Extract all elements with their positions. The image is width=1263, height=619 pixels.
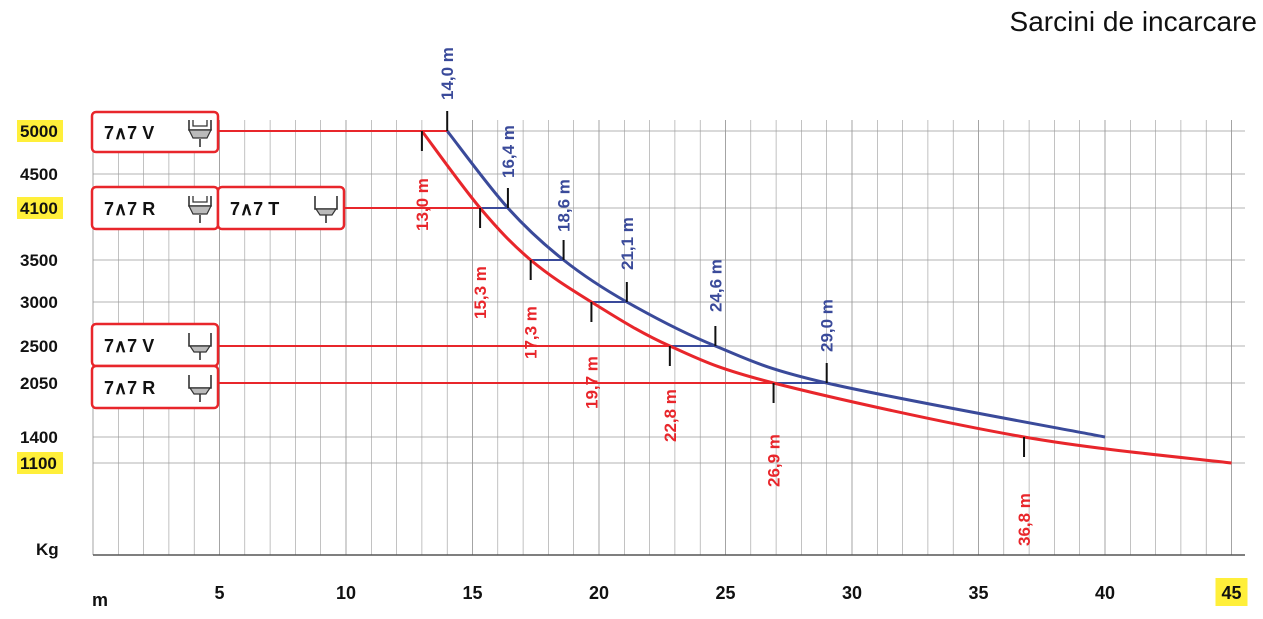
y-tick-label: 1100 [20,454,57,473]
config-label: 7∧7 R [104,378,155,398]
single-tire-icon [314,196,338,223]
x-tick-label: 5 [214,583,224,603]
inner-distance-label: 17,3 m [522,306,541,359]
tick-highlight [17,120,63,142]
outer-distance-label: 24,6 m [706,259,725,312]
x-tick-label: 40 [1095,583,1115,603]
config-box [90,110,220,154]
y-tick-label: 3000 [20,293,58,312]
tick-highlight [1215,578,1248,606]
tick-highlight [17,452,63,474]
double-tire-icon [188,120,212,147]
y-tick-label: 5000 [20,122,58,141]
y-tick-label: 4100 [20,199,58,218]
config-label: 7∧7 R [104,199,155,219]
outer-distance-label: 16,4 m [499,125,518,178]
inner-distance-label: 26,9 m [765,434,784,487]
inner-distance-label: 22,8 m [661,389,680,442]
double-tire-icon [188,196,212,223]
tick-highlight [17,197,63,219]
y-tick-label: 1400 [20,428,58,447]
y-tick-label: 3500 [20,251,58,270]
outer-distance-label: 21,1 m [618,217,637,270]
config-label: 7∧7 T [230,199,279,219]
x-tick-label: 35 [968,583,988,603]
inner-distance-label: 19,7 m [582,356,601,409]
x-tick-label: 15 [462,583,482,603]
x-axis-label: m [92,590,108,610]
x-tick-label: 20 [589,583,609,603]
x-tick-label: 45 [1221,583,1241,603]
chart-title: Sarcini de incarcare [1009,6,1257,37]
x-tick-label: 30 [842,583,862,603]
outer-distance-label: 14,0 m [438,47,457,100]
outer-load-curve [446,130,1106,439]
y-tick-label: 2050 [20,374,58,393]
inner-distance-label: 15,3 m [471,266,490,319]
config-box [90,364,220,410]
y-axis-label: Kg [36,540,59,559]
config-box [216,185,346,231]
y-tick-label: 2500 [20,337,58,356]
single-tire-icon [188,375,212,402]
x-tick-label: 10 [336,583,356,603]
inner-distance-label: 36,8 m [1015,493,1034,546]
inner-load-curve [420,130,1232,465]
y-tick-label: 4500 [20,165,58,184]
config-label: 7∧7 V [104,123,154,143]
config-label: 7∧7 V [104,336,154,356]
x-tick-label: 25 [715,583,735,603]
single-tire-icon [188,333,212,360]
outer-distance-label: 29,0 m [818,299,837,352]
inner-distance-label: 13,0 m [413,178,432,231]
outer-distance-label: 18,6 m [555,179,574,232]
